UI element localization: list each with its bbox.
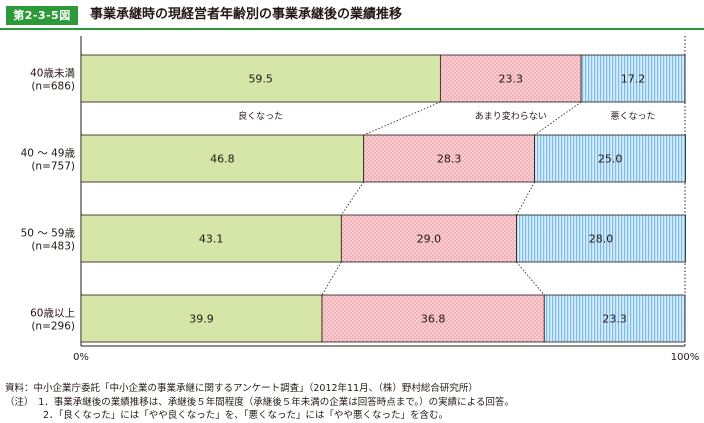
bar-segment xyxy=(543,294,686,343)
bar-segment xyxy=(363,134,536,183)
data-label: 28.0 xyxy=(589,233,614,246)
category-label: 60歳以上 xyxy=(30,308,75,320)
legend-label: 良くなった xyxy=(238,110,283,122)
notes: 資料：中小企業庁委託「中小企業の事業承継に関するアンケート調査」（2012年11… xyxy=(5,382,514,423)
connector-line xyxy=(340,181,365,216)
data-label: 17.2 xyxy=(621,73,646,86)
footnote-2: 2．「良くなった」には「やや良くなった」を、「悪くなった」には「やや悪くなった」… xyxy=(5,410,449,421)
category-label: 40 ～ 49歳 xyxy=(21,148,76,160)
bar-segment xyxy=(321,294,545,343)
title-rule xyxy=(0,28,704,30)
connector-line xyxy=(534,101,582,136)
category-label: 40歳未満 xyxy=(30,68,75,80)
x-tick-label: 0% xyxy=(73,352,89,363)
data-label: 43.1 xyxy=(199,233,224,246)
data-label: 36.8 xyxy=(421,313,446,326)
data-label: 25.0 xyxy=(598,153,623,166)
category-label: (n=296) xyxy=(31,321,75,333)
x-tick-label: 100% xyxy=(671,352,700,363)
stacked-bar-chart: 59.5 23.3 17.2 40歳未満(n=686) 46.8 28.3 25.0 40 ～… xyxy=(21,36,700,363)
bar-segment xyxy=(516,214,687,263)
category-label: (n=686) xyxy=(31,81,75,93)
bar-segment xyxy=(439,54,582,103)
connector-line xyxy=(516,261,545,296)
legend-label: あまり変わらない xyxy=(475,110,547,122)
data-label: 29.0 xyxy=(417,233,442,246)
bar-segment xyxy=(80,294,323,343)
legend-label: 悪くなった xyxy=(611,111,656,122)
bar-segment xyxy=(80,134,365,183)
data-label: 39.9 xyxy=(189,313,214,326)
bar-segment xyxy=(80,214,342,263)
data-label: 23.3 xyxy=(498,73,523,86)
connector-line xyxy=(516,181,535,216)
data-label: 59.5 xyxy=(248,73,273,86)
source-note: 資料：中小企業庁委託「中小企業の事業承継に関するアンケート調査」（2012年11… xyxy=(5,383,478,394)
data-label: 28.3 xyxy=(437,153,462,166)
figure-number-badge: 第2-3-5図 xyxy=(6,6,78,25)
data-label: 46.8 xyxy=(210,153,235,166)
category-label: 50 ～ 59歳 xyxy=(21,228,76,240)
connector-line xyxy=(321,261,342,296)
bar-segment xyxy=(534,134,687,183)
chart-title: 事業承継時の現経営者年齢別の事業承継後の業績推移 xyxy=(90,7,403,22)
footnote-1: （注） 1．事業承継後の業績推移は、承継後５年間程度（承継後５年未満の企業は回答… xyxy=(5,396,514,408)
bar-segment xyxy=(580,54,686,103)
data-label: 23.3 xyxy=(602,313,627,326)
connector-line xyxy=(363,101,441,136)
category-label: (n=483) xyxy=(31,241,75,253)
bar-segment xyxy=(340,214,517,263)
category-label: (n=757) xyxy=(31,161,75,173)
bar-segment xyxy=(80,54,441,103)
